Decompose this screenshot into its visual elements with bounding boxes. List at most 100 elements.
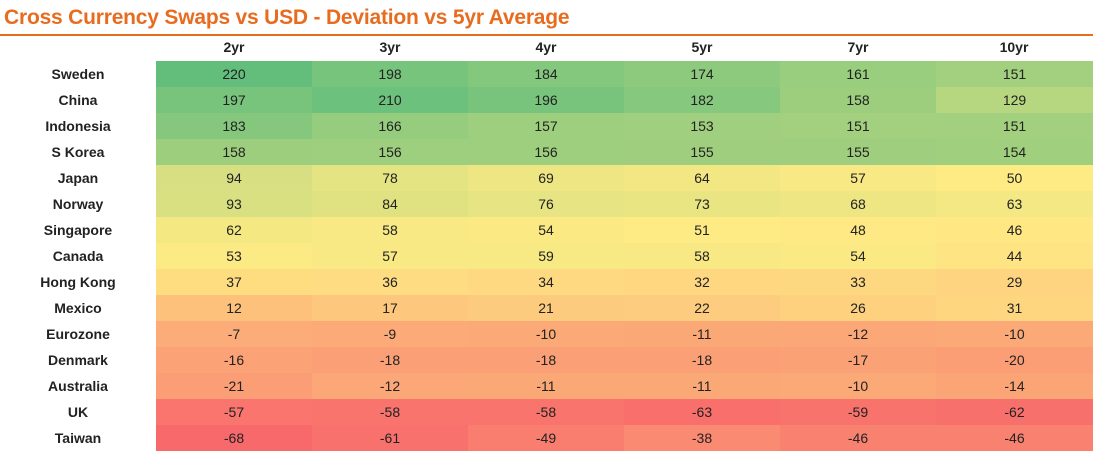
heatmap-cell: 17 [312, 295, 468, 321]
row-label: Mexico [54, 300, 102, 316]
column-header-row: 2yr 3yr 4yr 5yr 7yr 10yr [0, 36, 1093, 61]
heatmap-cell: 153 [624, 113, 780, 139]
heatmap-cell: 21 [468, 295, 624, 321]
heatmap-cell: 184 [468, 61, 624, 87]
heatmap-cell: -38 [624, 425, 780, 451]
title-bar: Cross Currency Swaps vs USD - Deviation … [0, 0, 1093, 36]
heatmap-cell: 157 [468, 113, 624, 139]
heatmap-cell: -18 [312, 347, 468, 373]
column-header: 3yr [379, 39, 401, 55]
heatmap-cell: -11 [624, 373, 780, 399]
chart-title: Cross Currency Swaps vs USD - Deviation … [4, 6, 570, 29]
heatmap-cell: 29 [936, 269, 1093, 295]
table-row: Australia -21 -12 -11 -11 -10 -14 [0, 373, 1093, 399]
heatmap-cell: 33 [780, 269, 936, 295]
row-label: Taiwan [54, 430, 102, 446]
heatmap-cell: 64 [624, 165, 780, 191]
heatmap-cell: 46 [936, 217, 1093, 243]
heatmap-cell: -49 [468, 425, 624, 451]
heatmap-cell: 51 [624, 217, 780, 243]
heatmap-cell: 68 [780, 191, 936, 217]
row-label: Norway [52, 196, 104, 212]
heatmap-cell: -10 [780, 373, 936, 399]
column-header: 4yr [535, 39, 557, 55]
table-row: Indonesia 183 166 157 153 151 151 [0, 113, 1093, 139]
heatmap-cell: -46 [936, 425, 1093, 451]
heatmap-cell: 31 [936, 295, 1093, 321]
table-row: S Korea 158 156 156 155 155 154 [0, 139, 1093, 165]
column-header: 5yr [691, 39, 713, 55]
heatmap-cell: 53 [156, 243, 312, 269]
table-row: Hong Kong 37 36 34 32 33 29 [0, 269, 1093, 295]
heatmap-cell: -12 [780, 321, 936, 347]
heatmap-cell: -58 [312, 399, 468, 425]
heatmap-cell: 155 [780, 139, 936, 165]
table-row: Mexico 12 17 21 22 26 31 [0, 295, 1093, 321]
table-row: China 197 210 196 182 158 129 [0, 87, 1093, 113]
row-label: Hong Kong [40, 274, 116, 290]
heatmap-cell: 36 [312, 269, 468, 295]
heatmap-cell: 174 [624, 61, 780, 87]
heatmap-cell: 48 [780, 217, 936, 243]
heatmap-cell: 158 [780, 87, 936, 113]
heatmap-cell: 151 [936, 61, 1093, 87]
heatmap-cell: 54 [468, 217, 624, 243]
table-row: UK -57 -58 -58 -63 -59 -62 [0, 399, 1093, 425]
heatmap-cell: 54 [780, 243, 936, 269]
heatmap-cell: -12 [312, 373, 468, 399]
row-label: Japan [57, 170, 99, 186]
heatmap-cell: 197 [156, 87, 312, 113]
heatmap-cell: 32 [624, 269, 780, 295]
row-label: Denmark [48, 352, 108, 368]
heatmap-cell: 59 [468, 243, 624, 269]
heatmap-cell: -18 [468, 347, 624, 373]
heatmap-cell: 210 [312, 87, 468, 113]
table-row: Singapore 62 58 54 51 48 46 [0, 217, 1093, 243]
row-label: Singapore [43, 222, 113, 238]
heatmap-cell: -9 [312, 321, 468, 347]
heatmap-cell: 69 [468, 165, 624, 191]
column-header: 7yr [847, 39, 869, 55]
heatmap-cell: 76 [468, 191, 624, 217]
heatmap-cell: 154 [936, 139, 1093, 165]
heatmap-cell: 62 [156, 217, 312, 243]
heatmap-cell: -46 [780, 425, 936, 451]
column-header: 2yr [223, 39, 245, 55]
row-label: China [58, 92, 98, 108]
heatmap-cell: -7 [156, 321, 312, 347]
heatmap-cell: -17 [780, 347, 936, 373]
heatmap-cell: 158 [156, 139, 312, 165]
heatmap-cell: 37 [156, 269, 312, 295]
heatmap-cell: -68 [156, 425, 312, 451]
heatmap-cell: 182 [624, 87, 780, 113]
row-label: S Korea [51, 144, 105, 160]
heatmap-cell: 151 [780, 113, 936, 139]
heatmap-cell: 151 [936, 113, 1093, 139]
heatmap-cell: -16 [156, 347, 312, 373]
table-row: Denmark -16 -18 -18 -18 -17 -20 [0, 347, 1093, 373]
heatmap-cell: -62 [936, 399, 1093, 425]
heatmap-cell: 58 [624, 243, 780, 269]
table-row: Canada 53 57 59 58 54 44 [0, 243, 1093, 269]
heatmap-cell: -59 [780, 399, 936, 425]
heatmap-cell: -10 [936, 321, 1093, 347]
heatmap-cell: 73 [624, 191, 780, 217]
heatmap-cell: 220 [156, 61, 312, 87]
heatmap-cell: 155 [624, 139, 780, 165]
table-row: Eurozone -7 -9 -10 -11 -12 -10 [0, 321, 1093, 347]
heatmap-cell: 166 [312, 113, 468, 139]
row-label: Australia [48, 378, 108, 394]
table-row: Taiwan -68 -61 -49 -38 -46 -46 [0, 425, 1093, 451]
heatmap-cell: 196 [468, 87, 624, 113]
row-label: Eurozone [46, 326, 110, 342]
heatmap-cell: 22 [624, 295, 780, 321]
heatmap-cell: -20 [936, 347, 1093, 373]
heatmap-cell: 44 [936, 243, 1093, 269]
heatmap-cell: -10 [468, 321, 624, 347]
heatmap-cell: 156 [468, 139, 624, 165]
heatmap-cell: 183 [156, 113, 312, 139]
heatmap-cell: 156 [312, 139, 468, 165]
row-label: Indonesia [45, 118, 111, 134]
heatmap-cell: 78 [312, 165, 468, 191]
heatmap-cell: 57 [780, 165, 936, 191]
